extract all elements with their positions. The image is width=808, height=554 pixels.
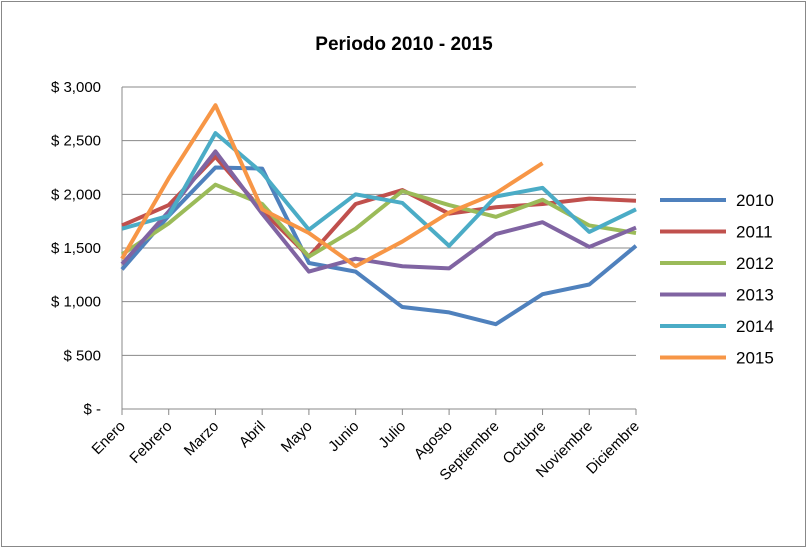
y-tick-label: $ 3,000 bbox=[51, 79, 101, 96]
legend-label: 2015 bbox=[736, 349, 774, 368]
chart-title: Periodo 2010 - 2015 bbox=[315, 34, 493, 55]
y-tick-label: $ 2,000 bbox=[51, 186, 101, 203]
legend-label: 2012 bbox=[736, 254, 774, 273]
y-tick-label: $ 1,000 bbox=[51, 294, 101, 311]
legend-label: 2010 bbox=[736, 191, 774, 210]
legend-label: 2011 bbox=[736, 223, 773, 242]
y-tick-label: $ - bbox=[83, 401, 101, 418]
y-tick-label: $ 2,500 bbox=[51, 133, 101, 150]
series-line bbox=[120, 165, 638, 327]
legend-label: 2014 bbox=[736, 317, 774, 336]
series-line bbox=[120, 149, 637, 274]
series-line bbox=[120, 103, 544, 269]
legend-label: 2013 bbox=[736, 286, 774, 305]
y-tick-label: $ 500 bbox=[63, 347, 101, 364]
series-line bbox=[121, 131, 637, 248]
series-line bbox=[120, 182, 637, 259]
y-tick-label: $ 1,500 bbox=[51, 240, 101, 257]
